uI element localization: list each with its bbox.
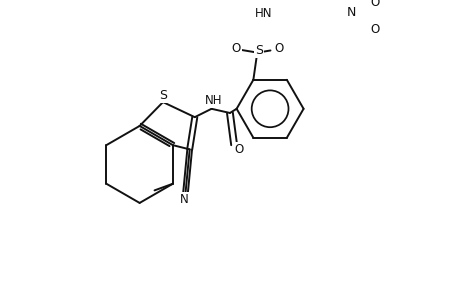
Text: O: O [369, 23, 379, 36]
Text: NH: NH [204, 94, 221, 107]
Text: HN: HN [254, 7, 272, 20]
Text: N: N [346, 6, 355, 20]
Text: O: O [231, 41, 240, 55]
Text: N: N [179, 193, 188, 206]
Text: S: S [255, 44, 263, 57]
Text: O: O [274, 41, 283, 55]
Text: S: S [159, 89, 167, 102]
Text: O: O [369, 0, 379, 9]
Text: O: O [234, 143, 243, 156]
